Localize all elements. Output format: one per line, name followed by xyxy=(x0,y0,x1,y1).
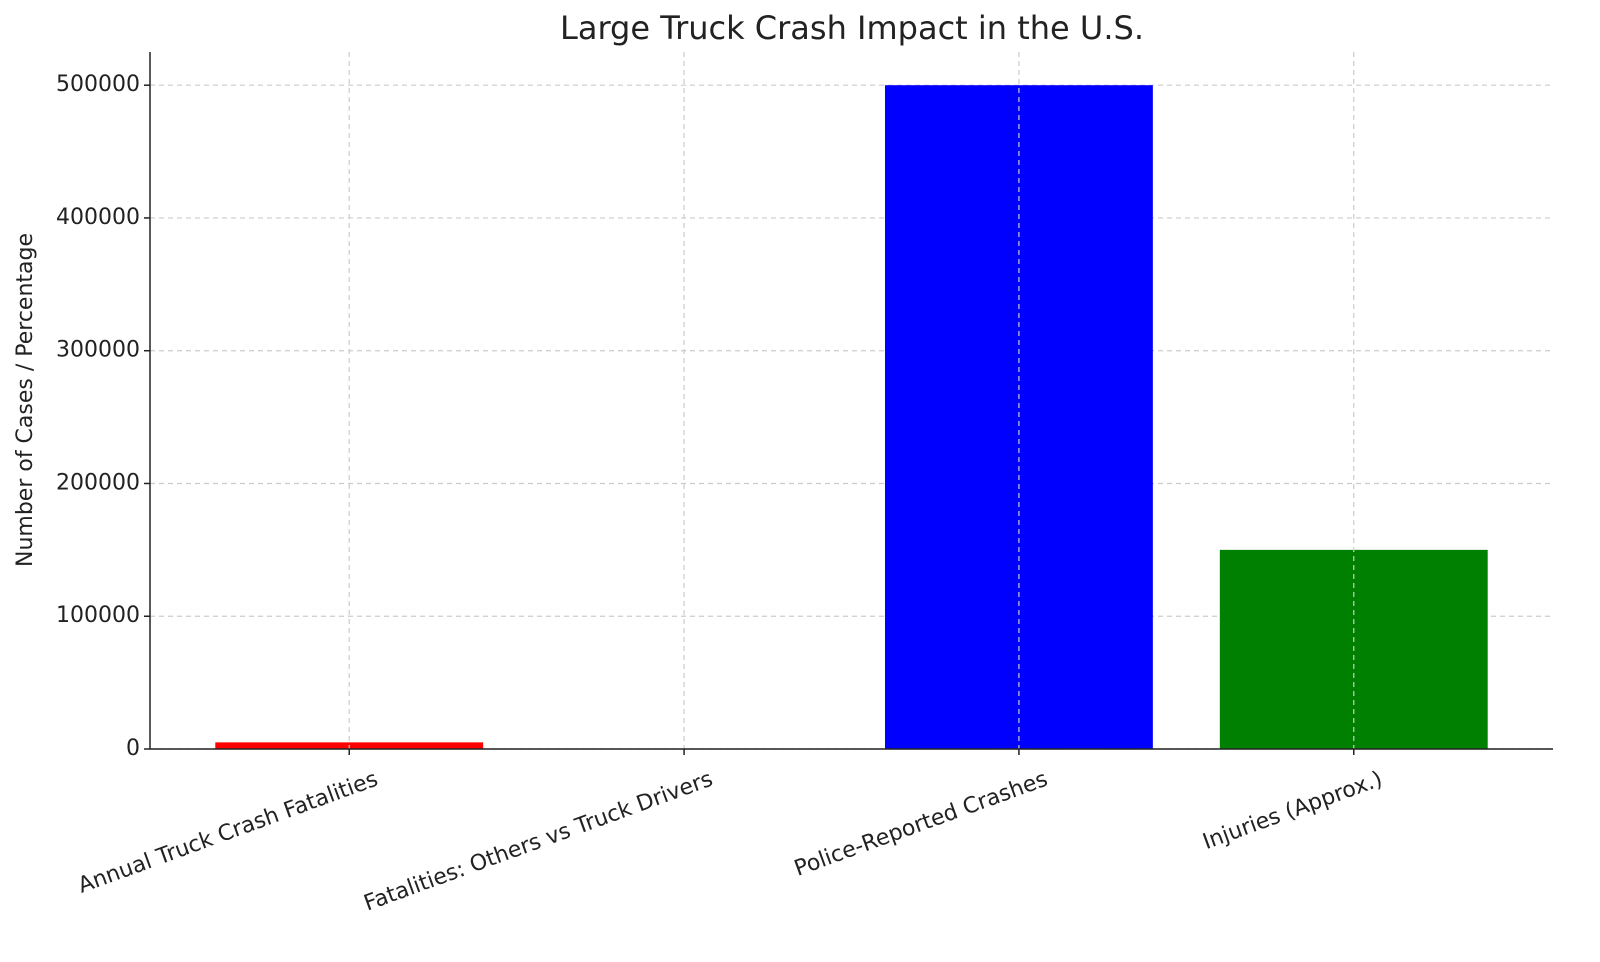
y-tick-label: 500000 xyxy=(56,72,140,97)
chart-title: Large Truck Crash Impact in the U.S. xyxy=(560,9,1144,47)
x-tick-label: Fatalities: Others vs Truck Drivers xyxy=(361,767,716,917)
y-tick-label: 400000 xyxy=(56,205,140,230)
y-tick-label: 0 xyxy=(126,736,140,761)
y-tick-label: 100000 xyxy=(56,603,140,628)
x-tick-label: Annual Truck Crash Fatalities xyxy=(75,767,381,899)
y-tick-label: 300000 xyxy=(56,338,140,363)
y-axis-label: Number of Cases / Percentage xyxy=(13,233,38,567)
y-tick-label: 200000 xyxy=(56,470,140,495)
x-tick-label: Police-Reported Crashes xyxy=(791,767,1051,882)
x-tick-label: Injuries (Approx.) xyxy=(1200,767,1386,855)
